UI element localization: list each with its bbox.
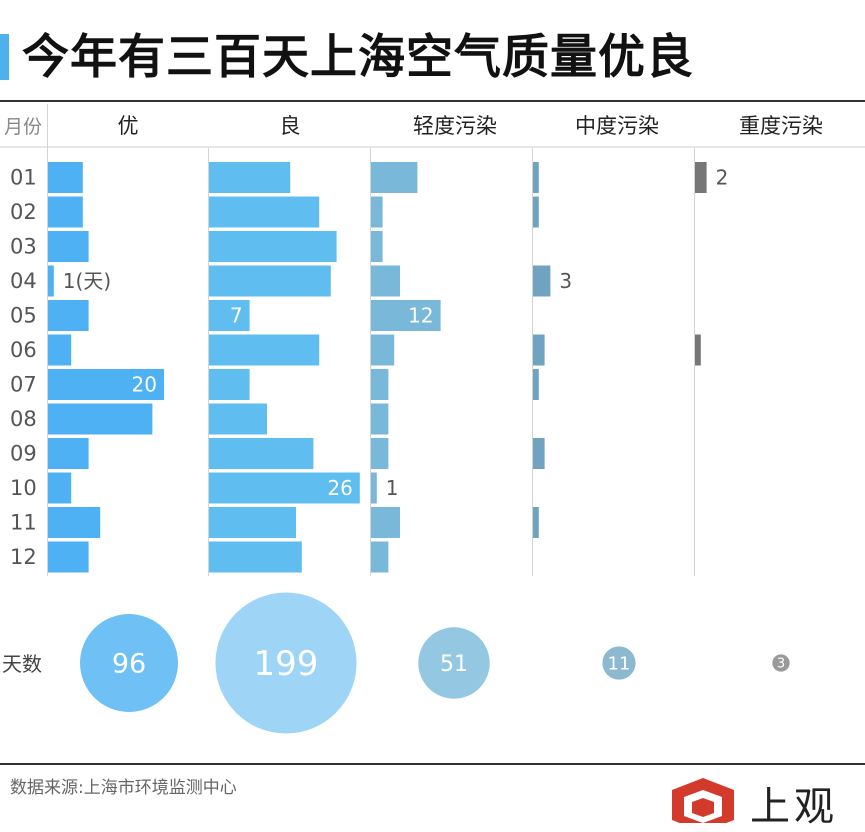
month-label: 04 [10, 269, 37, 293]
bar-1-01 [48, 162, 83, 193]
header-row: 月份 优 良 轻度污染 中度污染 重度污染 [0, 114, 865, 148]
brand-emblem-icon [672, 778, 734, 832]
month-label: 03 [10, 235, 37, 259]
bar-3-07 [371, 369, 389, 400]
bar-2-02 [209, 196, 320, 228]
series-header-4: 中度污染 [575, 114, 659, 138]
bar-2-06 [209, 334, 320, 366]
bar-3-02 [371, 196, 383, 228]
bar-2-01 [209, 162, 291, 193]
series-header-2: 良 [280, 114, 301, 138]
bar-1-08 [48, 403, 153, 435]
bar-1-07 [48, 369, 164, 400]
month-label: 02 [10, 200, 37, 224]
top-rule [0, 100, 865, 102]
bar-1-05 [48, 300, 89, 331]
month-label: 06 [10, 338, 37, 362]
bar-1-06 [48, 334, 72, 366]
bottom-rule [0, 763, 865, 765]
bar-5-01 [695, 162, 707, 193]
bar-2-12 [209, 541, 302, 573]
bar-3-12 [371, 541, 389, 573]
month-label: 07 [10, 373, 37, 397]
bar-1-10 [48, 472, 72, 504]
bar-value-labels: 1(天) 20 7 26 12 1 3 2 [63, 166, 729, 501]
title-accent-bar [0, 34, 9, 80]
bar-2-09 [209, 438, 314, 469]
bar-value-label: 3 [559, 269, 572, 293]
page-title: 今年有三百天上海空气质量优良 [22, 30, 694, 85]
series-header-1: 优 [118, 114, 139, 138]
bar-groups [48, 162, 707, 573]
total-bubble-4 [602, 646, 636, 680]
bar-4-04 [533, 265, 551, 297]
bar-2-04 [209, 265, 331, 297]
bar-value-label: 2 [716, 166, 729, 190]
bar-3-04 [371, 265, 400, 297]
bar-4-11 [533, 507, 539, 538]
bar-4-07 [533, 369, 539, 400]
bar-value-label: 20 [132, 373, 157, 397]
month-label: 09 [10, 442, 37, 466]
total-bubbles: 天数 96 199 51 11 3 [2, 592, 790, 734]
bar-4-06 [533, 334, 545, 366]
bar-1-12 [48, 541, 89, 573]
bar-2-05 [209, 300, 250, 331]
bar-3-10 [371, 472, 377, 504]
bar-2-07 [209, 369, 250, 400]
bar-4-01 [533, 162, 539, 193]
brand-name: 上观 [750, 784, 838, 830]
bar-1-11 [48, 507, 101, 538]
bar-3-09 [371, 438, 389, 469]
bar-2-03 [209, 231, 337, 262]
bar-1-02 [48, 196, 83, 228]
source-note: 数据来源:上海市环境监测中心 [10, 778, 237, 798]
bar-3-05 [371, 300, 441, 331]
bar-value-label: 1 [386, 476, 399, 500]
month-labels: 01 02 03 04 05 06 07 08 09 10 11 12 [10, 166, 37, 570]
bar-2-10 [209, 472, 360, 504]
bar-3-03 [371, 231, 383, 262]
bar-3-11 [371, 507, 400, 538]
bar-2-11 [209, 507, 296, 538]
bar-value-label: 1(天) [63, 269, 111, 293]
total-value-3: 51 [440, 652, 468, 677]
bar-4-02 [533, 196, 539, 228]
total-value-1: 96 [112, 649, 146, 680]
total-bubble-2 [215, 592, 357, 734]
month-label: 05 [10, 304, 37, 328]
total-bubble-1 [80, 614, 178, 712]
bar-value-label: 26 [327, 476, 352, 500]
bar-value-label: 7 [230, 304, 243, 328]
month-column-header: 月份 [4, 116, 42, 138]
total-value-5: 3 [777, 657, 785, 672]
total-bubble-3 [418, 627, 490, 699]
bar-1-04 [48, 265, 54, 297]
days-row-label: 天数 [2, 652, 42, 676]
bar-3-01 [371, 162, 418, 193]
month-label: 08 [10, 407, 37, 431]
bar-1-09 [48, 438, 89, 469]
bar-value-label: 12 [408, 304, 433, 328]
month-label: 10 [10, 476, 37, 500]
bar-4-09 [533, 438, 545, 469]
bar-3-08 [371, 403, 389, 435]
month-label: 11 [10, 511, 37, 535]
bar-5-06 [695, 334, 701, 366]
total-value-2: 199 [254, 644, 319, 684]
bar-1-03 [48, 231, 89, 262]
bar-3-06 [371, 334, 395, 366]
brand-logo: 上观 [668, 776, 858, 832]
series-header-3: 轻度污染 [413, 114, 497, 138]
month-label: 12 [10, 545, 37, 569]
bar-2-08 [209, 403, 267, 435]
column-dividers [47, 104, 695, 576]
series-header-5: 重度污染 [739, 114, 823, 138]
month-label: 01 [10, 166, 37, 190]
total-bubble-5 [772, 654, 790, 672]
total-value-4: 11 [608, 653, 631, 674]
